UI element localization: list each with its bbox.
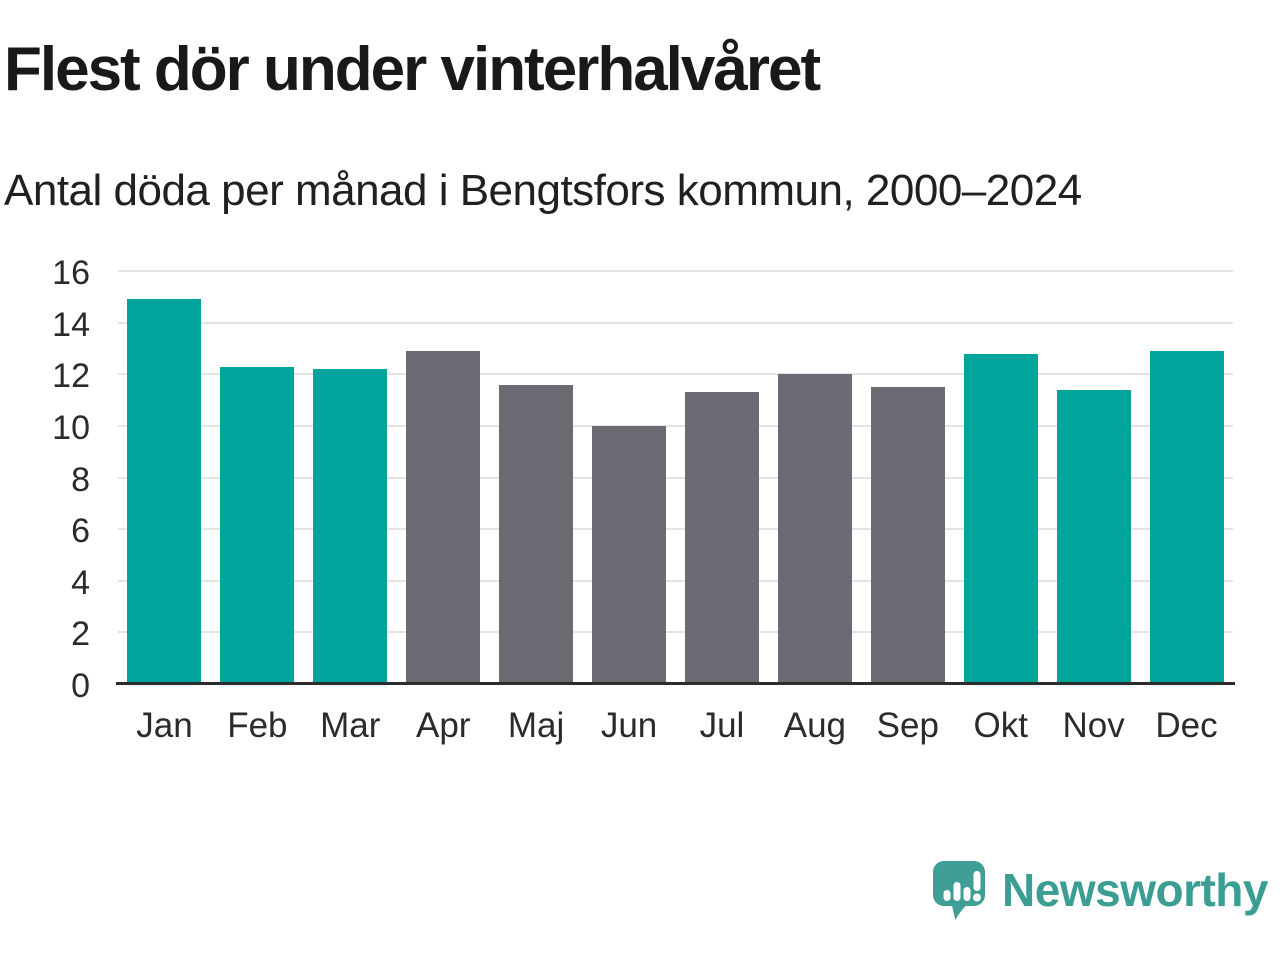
gridline-y14 [118,321,1233,324]
x-axis-tick-label: Apr [415,706,471,745]
bar-nov [1056,389,1131,684]
gridline-y4 [118,579,1233,582]
y-axis-tick-label: 0 [71,667,90,705]
y-axis-tick-label: 16 [52,254,90,292]
gridline-y16 [118,270,1233,272]
newsworthy-logo: Newsworthy [931,858,1268,922]
bar-okt [963,353,1038,684]
gridline-y8 [118,476,1233,479]
y-axis-tick-label: 4 [71,563,90,602]
gridline-y2 [118,631,1233,634]
bar-feb [220,366,295,684]
x-axis-tick-label: Maj [507,706,565,745]
x-axis-tick-label: Jul [699,706,745,745]
y-axis-tick-label: 6 [71,512,90,551]
x-axis-tick-label: Aug [783,706,846,745]
x-axis-tick-label: Feb [227,706,288,745]
x-axis-tick-label: Okt [973,706,1028,745]
y-axis-tick-label: 12 [52,357,90,396]
bar-dec [1149,351,1224,684]
brand-wordmark: Newsworthy [1002,864,1268,916]
gridline-y12 [118,373,1233,376]
x-axis-tick-label: Nov [1062,706,1125,745]
bar-apr [406,351,481,684]
bar-sep [870,387,945,684]
bar-maj [499,384,574,684]
x-axis-tick-label: Sep [876,706,939,745]
y-axis-tick-label: 14 [52,305,90,344]
bar-aug [777,374,852,684]
page-title: Flest dör under vinterhalvåret [4,35,821,104]
x-axis-tick-label: Dec [1155,706,1218,745]
gridline-y10 [118,424,1233,427]
gridline-y6 [118,528,1233,531]
bar-jun [592,425,667,684]
bar-mar [313,369,388,684]
y-axis-tick-label: 2 [71,615,90,654]
x-axis-tick-label: Mar [320,706,381,745]
bar-jul [684,392,759,684]
x-axis-line [116,682,1235,685]
y-axis-tick-label: 8 [71,460,90,499]
x-axis-tick-label: Jun [600,706,658,745]
newsworthy-speech-bubble-chart-icon [933,861,986,920]
x-axis-tick-label: Jan [136,706,193,745]
page-subtitle: Antal döda per månad i Bengtsfors kommun… [4,166,1082,215]
y-axis-tick-label: 10 [52,408,90,447]
bar-jan [127,299,202,684]
